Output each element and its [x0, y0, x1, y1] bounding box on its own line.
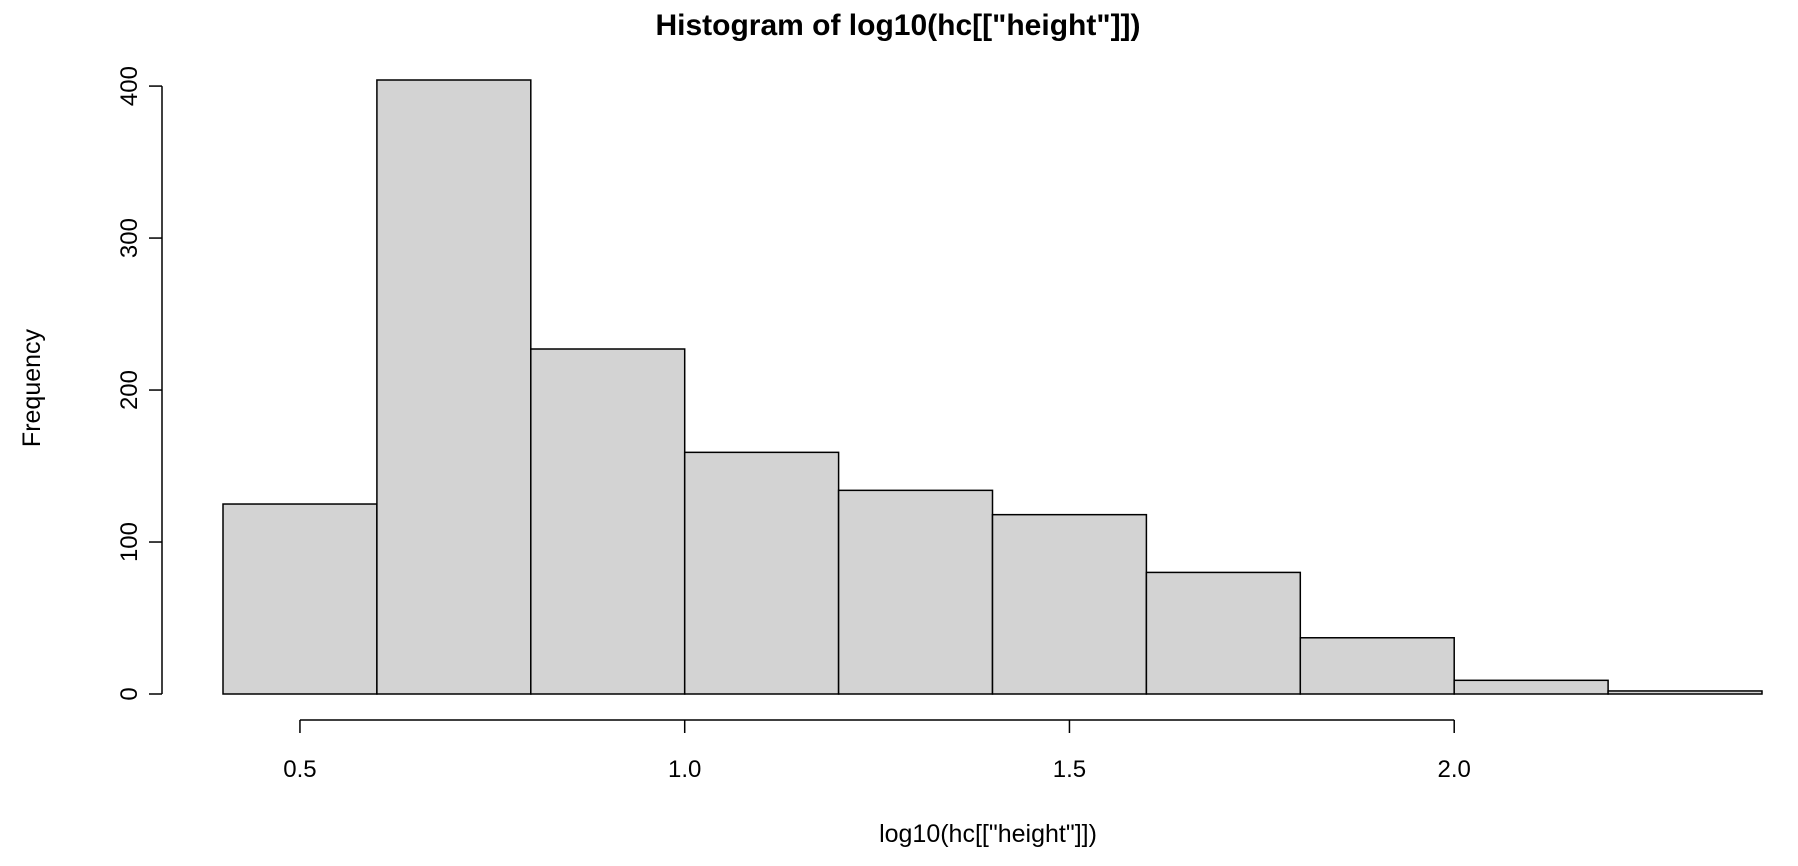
histogram-bar-4	[683, 451, 840, 695]
x-tick-label: 1.0	[668, 756, 701, 783]
histogram-bar-6	[991, 513, 1148, 695]
histogram-bar-7	[1145, 571, 1302, 695]
histogram-bar-2	[376, 79, 532, 695]
y-tick-label: 0	[116, 687, 143, 700]
x-axis: 0.5 1.0 1.5 2.0	[283, 719, 1471, 783]
bars-group	[222, 79, 1763, 695]
chart-title: Histogram of log10(hc[["height"]])	[655, 9, 1140, 42]
histogram-bar-9	[1453, 679, 1609, 695]
histogram-bar-3	[530, 348, 686, 695]
y-tick-label: 300	[116, 218, 143, 258]
histogram-bar-5	[837, 489, 994, 695]
x-tick-label: 1.5	[1053, 756, 1086, 783]
histogram-bar-10	[1607, 690, 1763, 695]
x-tick-label: 2.0	[1438, 756, 1471, 783]
histogram-bar-8	[1299, 637, 1455, 695]
x-tick-label: 0.5	[283, 756, 316, 783]
y-axis-label: Frequency	[18, 328, 46, 447]
y-tick-label: 400	[116, 66, 143, 106]
histogram-bar-1	[222, 503, 378, 695]
y-axis: 0 100 200 300 400	[116, 66, 163, 701]
y-tick-label: 200	[116, 370, 143, 410]
y-tick-label: 100	[116, 522, 143, 562]
x-axis-label: log10(hc[["height"]])	[879, 820, 1097, 848]
